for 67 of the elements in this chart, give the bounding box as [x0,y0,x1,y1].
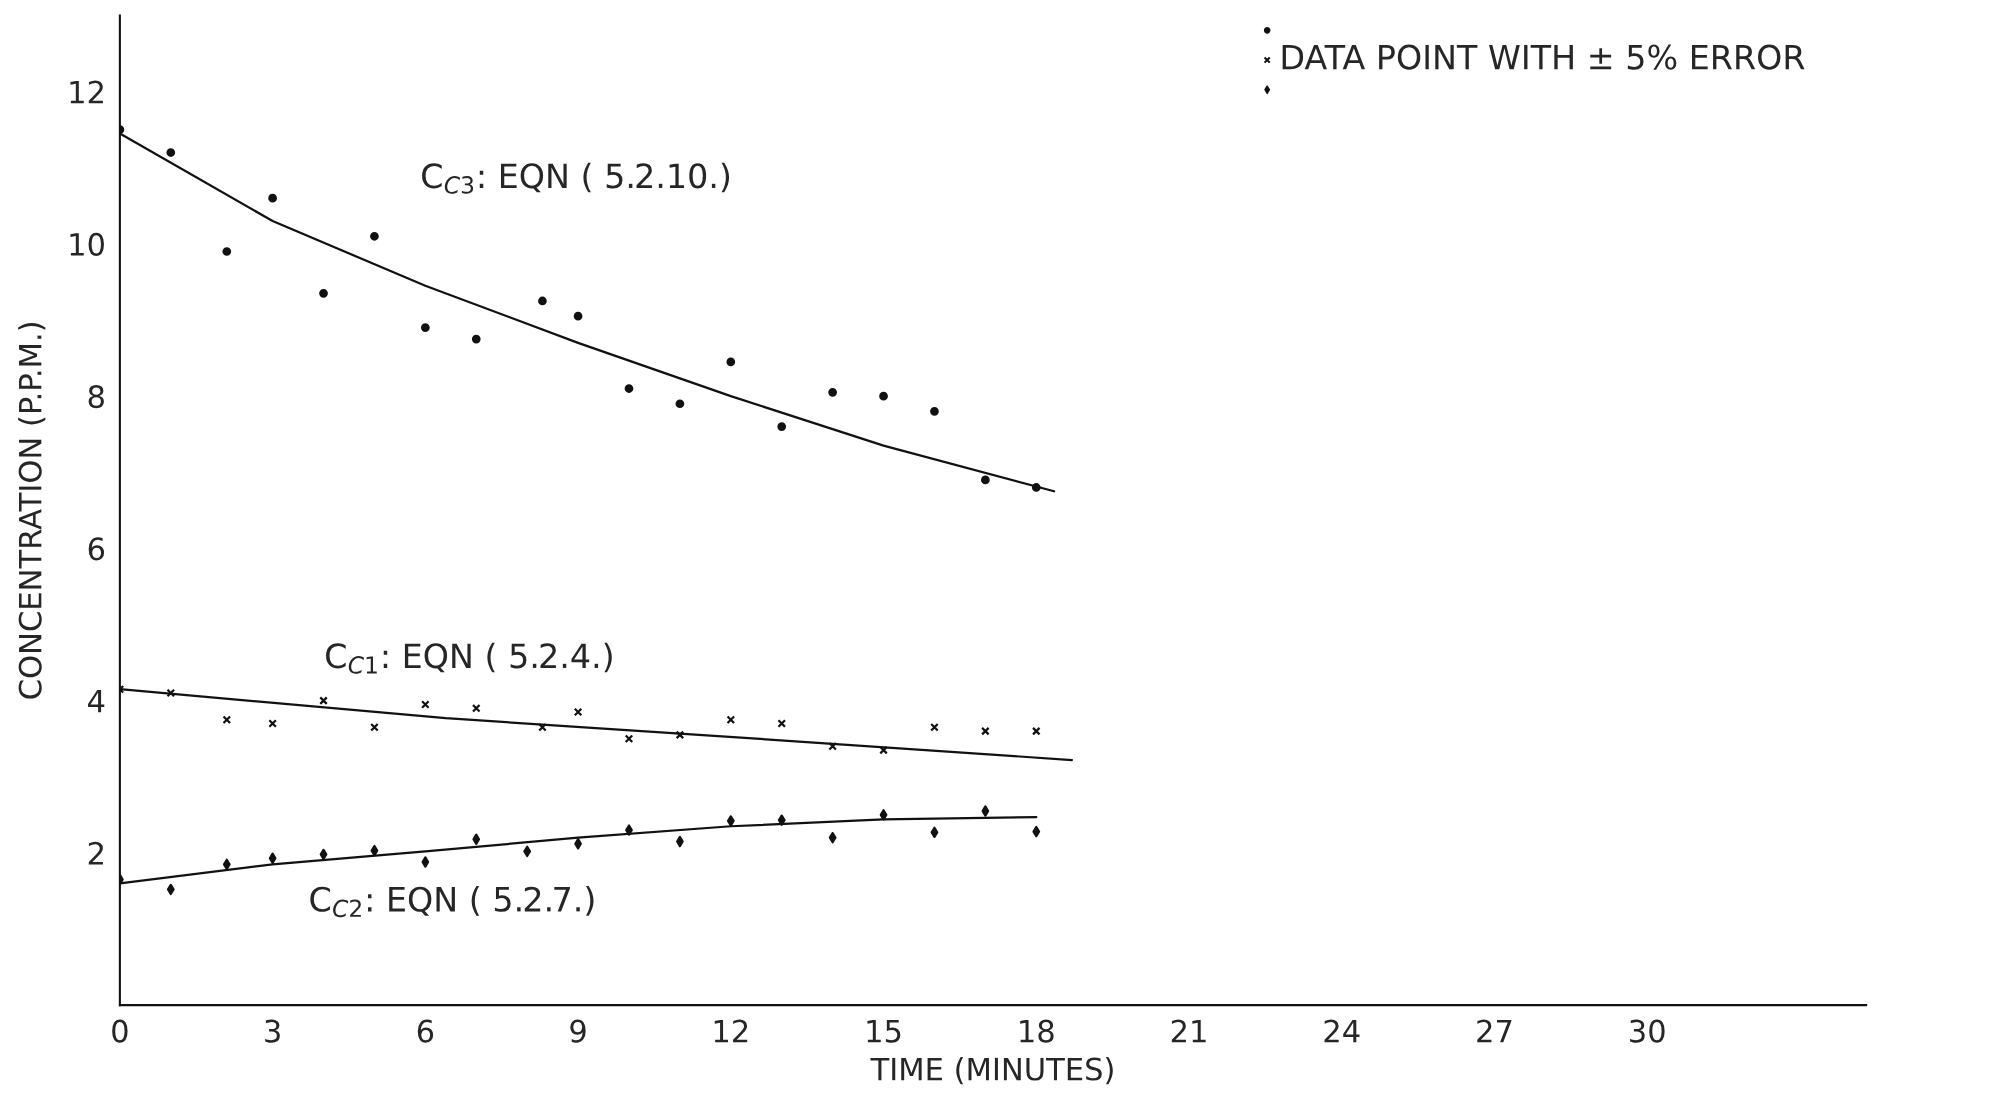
x-tick-label: 21 [1171,1019,1206,1043]
point [981,475,990,485]
point [268,852,277,864]
x-tick-label: 30 [1630,1019,1665,1043]
y-tick-label: 2 [88,841,103,865]
x-tick-label: 0 [112,1019,128,1043]
x-tick-label: 15 [867,1019,901,1043]
point [930,406,939,416]
point [675,399,685,409]
x-tick-label: 18 [1020,1019,1054,1043]
point [538,722,547,732]
point [421,856,430,868]
x-tick-label: 12 [714,1019,748,1043]
point [420,323,430,332]
point [675,730,685,740]
point [777,814,786,826]
point [222,715,232,725]
point [370,722,379,732]
x-tick-label: 3 [265,1019,280,1043]
point [981,726,990,736]
x-axis-title: TIME (MINUTES) [870,1056,1113,1085]
point [777,422,787,431]
line-series [119,688,1074,762]
point [879,391,888,401]
point [726,815,735,827]
point [166,148,176,157]
y-axis-title: CONCENTRATION (P.P.M.) [18,323,46,699]
point [726,357,736,367]
point [319,696,328,706]
point [879,809,888,821]
point [319,289,328,298]
y-tick-label: 4 [88,689,105,713]
point [268,193,277,203]
point [420,700,430,709]
point [828,387,837,397]
point [471,334,481,344]
point [471,703,481,713]
x-tick-label: 27 [1477,1019,1512,1043]
point [1031,726,1041,736]
annotation: C$_{C2}$: EQN ( 5.2.7.) [310,886,594,918]
point [624,384,634,393]
y-tick-label: 12 [70,80,103,104]
point [624,734,634,744]
point [573,707,583,717]
point [573,311,583,321]
point [166,688,176,698]
point [1031,483,1041,492]
point [930,722,939,732]
y-tick-label: 6 [88,537,105,561]
annotation: C$_{C1}$: EQN ( 5.2.4.) [326,642,612,674]
point [472,833,481,845]
point [828,741,837,751]
point [370,231,379,241]
point [981,805,990,817]
point [538,296,547,306]
point [726,715,736,725]
y-tick-label: 8 [88,385,104,409]
x-tick-label: 24 [1324,1019,1360,1043]
y-tick-label: 10 [70,232,104,256]
x-tick-label: 6 [417,1019,434,1043]
annotation: DATA POINT WITH ± 5% ERROR [1282,44,1805,70]
x-tick-label: 9 [570,1019,586,1043]
annotation: C$_{C3}$: EQN ( 5.2.10.) [422,162,730,194]
point [268,719,277,728]
point [879,745,888,755]
point [222,247,232,256]
point [777,719,787,728]
